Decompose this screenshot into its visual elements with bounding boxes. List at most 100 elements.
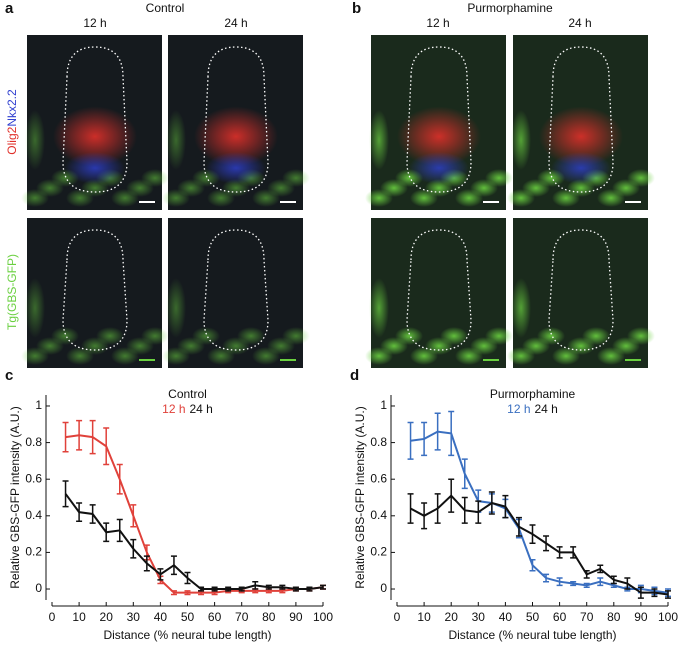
x-tick-label: 60 — [553, 610, 567, 624]
error-bar — [610, 575, 617, 585]
x-tick-label: 30 — [472, 610, 486, 624]
y-tick-label: 1 — [35, 398, 42, 412]
neural-tube-outline — [406, 46, 472, 193]
legend: 12 h 24 h — [507, 402, 558, 416]
legend-entry: 24 h — [535, 402, 558, 416]
x-axis-label: Distance (% neural tube length) — [103, 628, 271, 642]
error-bar — [103, 427, 110, 466]
x-tick-label: 0 — [49, 610, 56, 624]
x-tick-label: 60 — [208, 610, 222, 624]
nkx-domain — [409, 152, 469, 184]
error-bar — [556, 546, 563, 559]
x-tick-label: 0 — [394, 610, 401, 624]
error-bar — [502, 494, 509, 519]
y-tick-label: 0.6 — [25, 471, 42, 485]
row-label-part: Nkx2.2 — [5, 89, 19, 127]
y-tick-label: 0.2 — [25, 545, 42, 559]
x-tick-label: 50 — [181, 610, 195, 624]
error-bar — [651, 588, 658, 598]
y-tick-label: 1 — [380, 398, 387, 412]
error-bar — [583, 569, 590, 579]
x-tick-label: 90 — [634, 610, 648, 624]
panel-title: Purmorphamine — [467, 1, 553, 15]
cell-blob — [282, 327, 310, 345]
row-label: Tg(GBS-GFP) — [5, 254, 19, 330]
cell-blob — [237, 327, 265, 345]
chart-title: Control — [168, 387, 207, 401]
error-bar — [448, 410, 455, 457]
micrographs — [21, 35, 655, 368]
error-bar — [211, 586, 218, 592]
panel-letter: b — [352, 0, 361, 17]
error-bar — [637, 586, 644, 599]
error-bar — [130, 504, 137, 528]
cell-blob — [141, 327, 169, 345]
error-bar — [103, 522, 110, 543]
cell-blob — [537, 327, 565, 345]
series-line — [64, 493, 324, 591]
panel-letter: c — [5, 367, 13, 384]
cell-blob — [485, 169, 513, 187]
column-header: 24 h — [568, 16, 591, 30]
error-bar — [184, 571, 191, 585]
error-bar — [665, 590, 671, 599]
olig2-domain — [194, 106, 278, 167]
error-bar — [543, 573, 550, 583]
error-bar — [279, 584, 286, 590]
cell-blob — [192, 327, 220, 345]
error-bar — [184, 590, 191, 596]
cell-blob — [485, 327, 513, 345]
error-bar — [252, 580, 259, 590]
y-tick-label: 0.8 — [370, 435, 387, 449]
x-tick-label: 80 — [262, 610, 276, 624]
cell-blob — [440, 327, 468, 345]
legend-entry: 12 h — [162, 402, 185, 416]
error-bar — [515, 516, 522, 537]
y-tick-label: 0.6 — [370, 471, 387, 485]
error-bar — [597, 564, 604, 574]
column-header: 24 h — [224, 16, 247, 30]
error-bar — [461, 458, 468, 490]
error-bar — [421, 421, 428, 457]
x-tick-label: 70 — [580, 610, 594, 624]
legend-entry: 24 h — [190, 402, 213, 416]
x-tick-label: 70 — [235, 610, 249, 624]
x-tick-label: 20 — [445, 610, 459, 624]
cell-blob — [166, 278, 186, 338]
error-bar — [225, 586, 232, 592]
error-bar — [198, 586, 205, 592]
nkx-domain — [551, 152, 611, 184]
neural-tube-outline — [62, 46, 128, 193]
error-bar — [116, 518, 123, 543]
x-tick-label: 40 — [154, 610, 168, 624]
olig2-domain — [539, 106, 623, 167]
nkx-domain — [206, 152, 266, 184]
error-bar — [407, 421, 414, 460]
series-line — [410, 494, 669, 596]
error-bar — [116, 463, 123, 495]
olig2-domain — [53, 106, 137, 167]
error-bar — [597, 577, 604, 587]
error-bar — [570, 580, 577, 587]
cell-blob — [627, 327, 655, 345]
y-tick-label: 0.2 — [370, 545, 387, 559]
error-bar — [76, 502, 83, 523]
x-tick-label: 20 — [100, 610, 114, 624]
neural-tube-outline — [548, 46, 614, 193]
error-bar — [475, 500, 482, 524]
error-bar — [583, 582, 590, 588]
panel-letter: a — [5, 0, 14, 17]
x-axis-label: Distance (% neural tube length) — [448, 628, 616, 642]
error-bar — [306, 586, 313, 592]
error-bar — [434, 493, 441, 524]
cell-blob — [369, 278, 389, 338]
y-tick-label: 0 — [380, 581, 387, 595]
row-label: Olig2Nkx2.2 — [5, 89, 19, 155]
x-tick-label: 50 — [526, 610, 540, 624]
x-tick-label: 90 — [289, 610, 303, 624]
cell-blob — [511, 278, 531, 338]
x-tick-label: 30 — [127, 610, 141, 624]
legend: 12 h 24 h — [162, 402, 213, 416]
x-tick-label: 100 — [313, 610, 333, 624]
cell-blob — [25, 278, 45, 338]
